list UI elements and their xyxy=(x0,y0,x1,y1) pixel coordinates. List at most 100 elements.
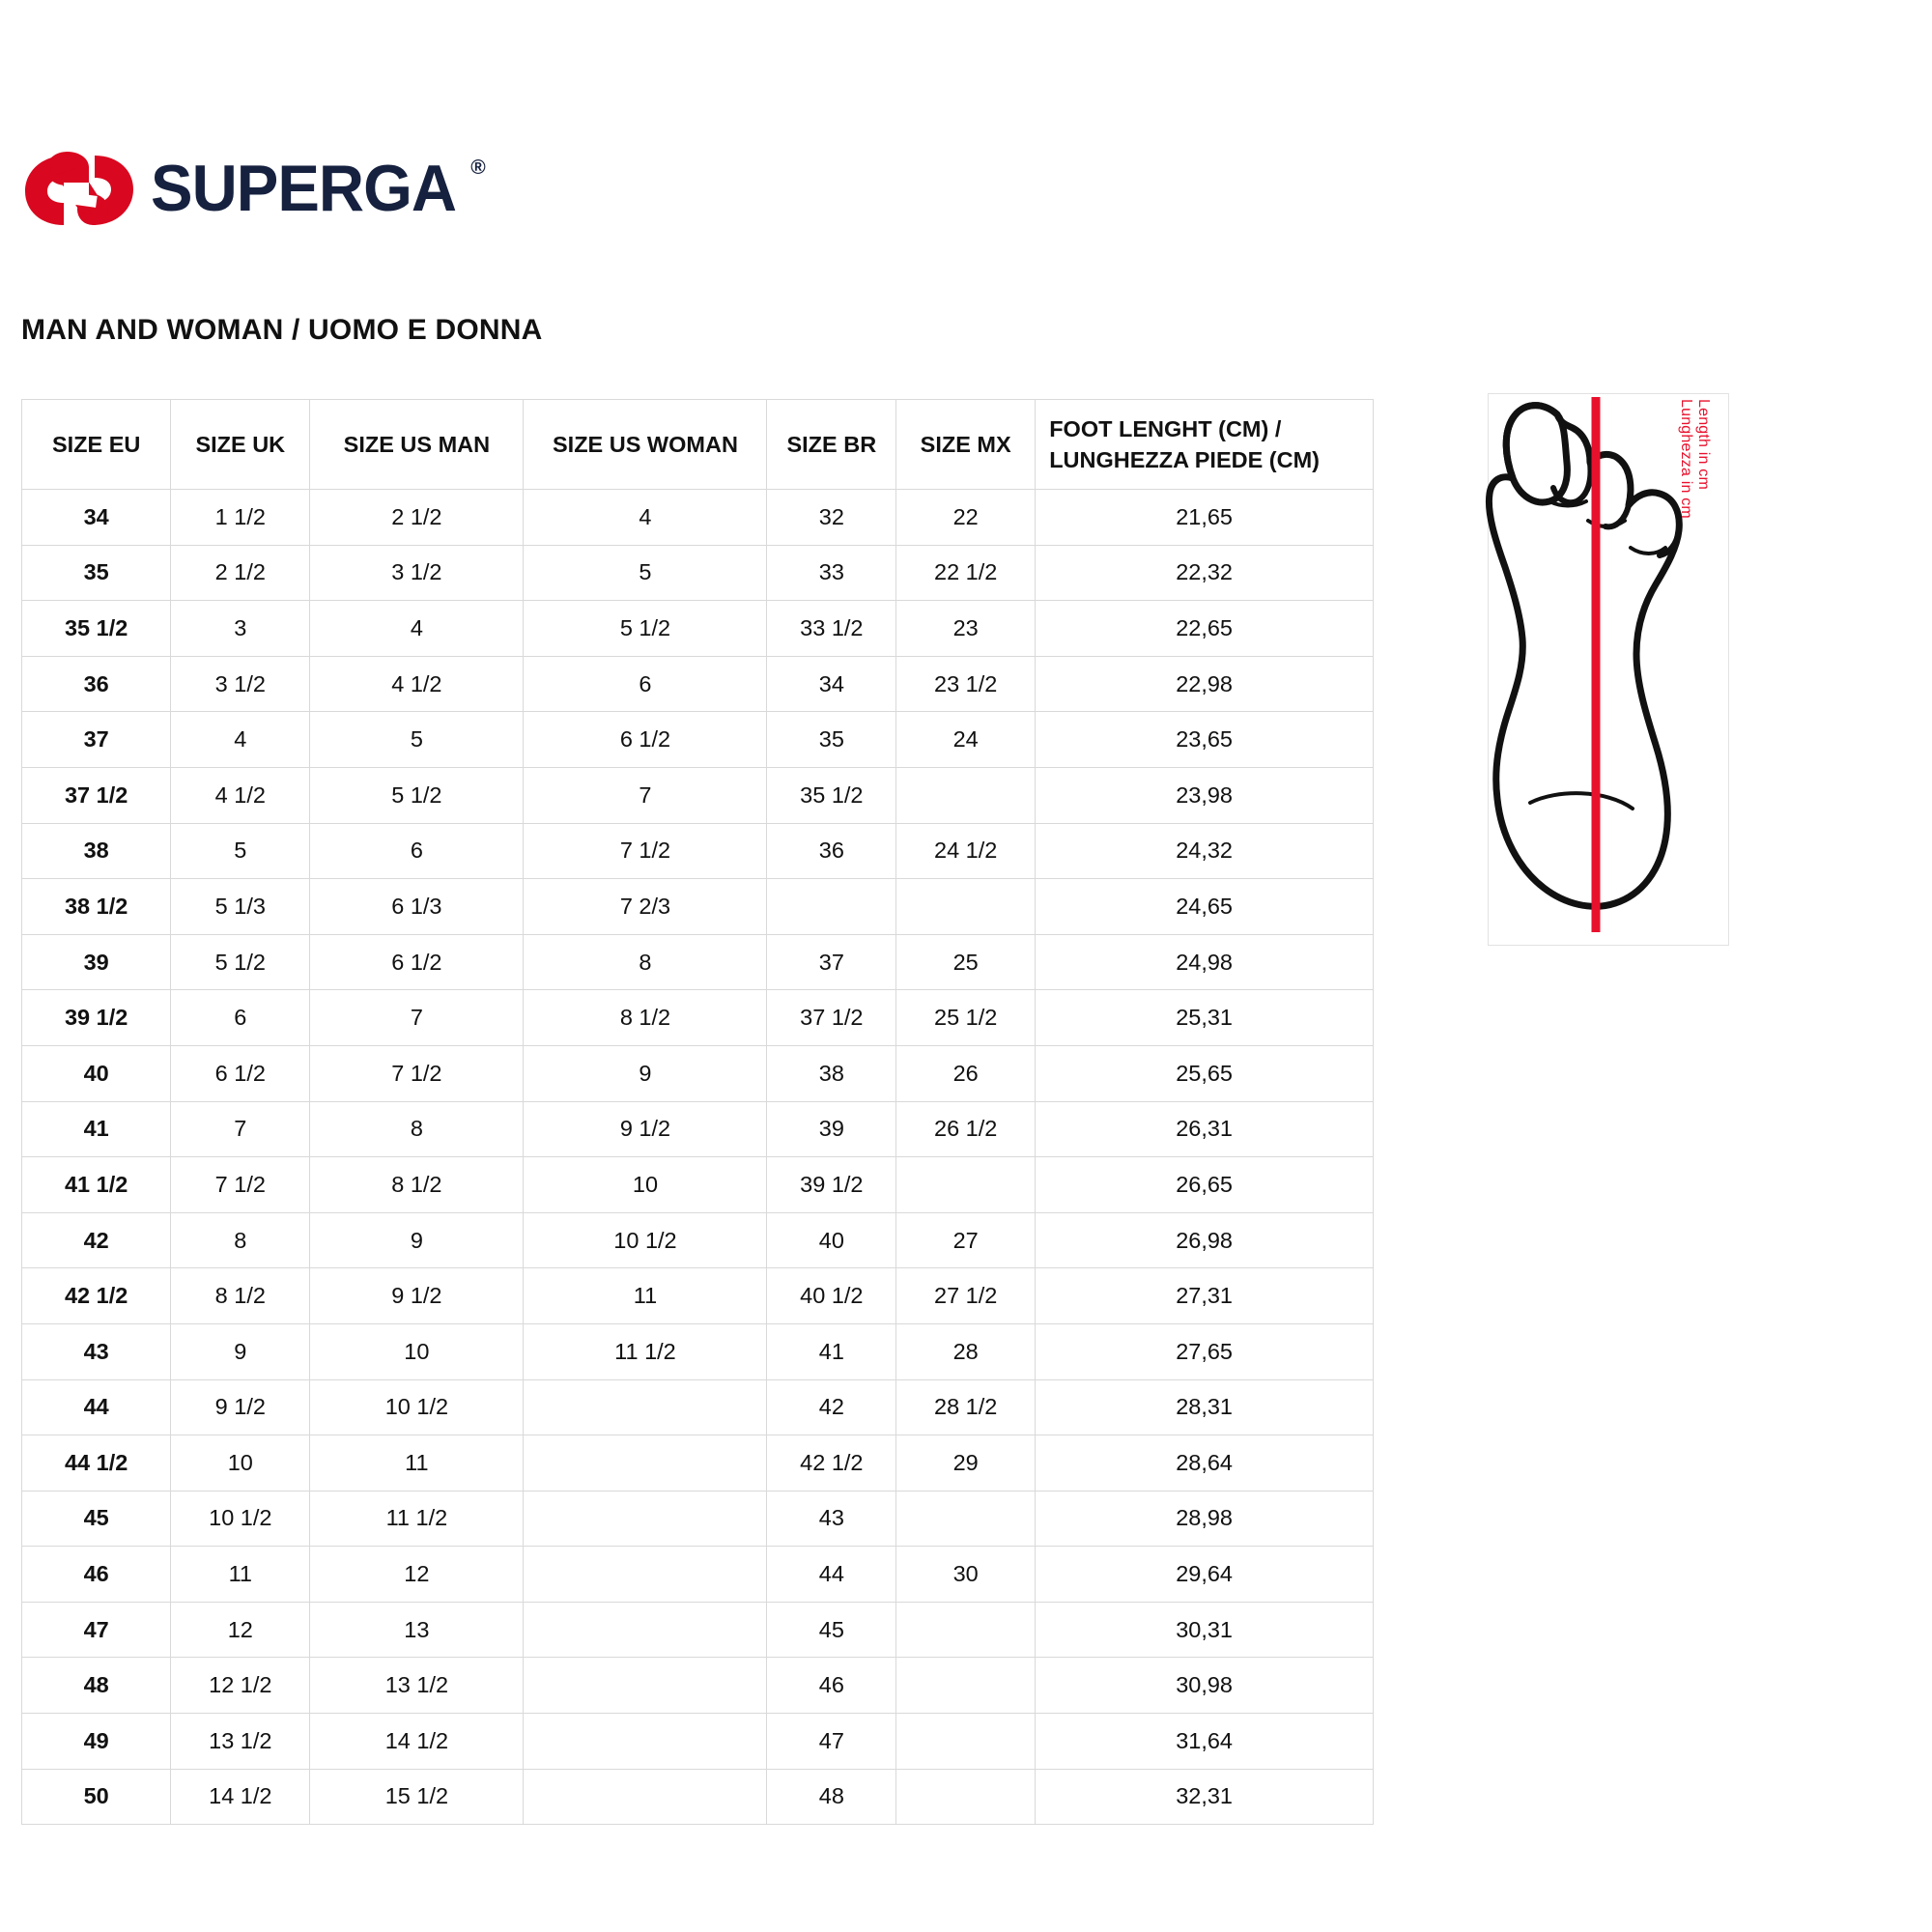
cell-us-woman xyxy=(523,1713,768,1770)
cell-br: 46 xyxy=(766,1657,897,1715)
cell-foot-length: 26,65 xyxy=(1035,1156,1374,1213)
cell-uk: 9 1/2 xyxy=(170,1378,311,1436)
column-header-size-eu: SIZE EU xyxy=(20,399,172,490)
cell-us-woman: 5 1/2 xyxy=(523,600,768,657)
cell-mx xyxy=(895,1601,1037,1659)
cell-us-man: 11 1/2 xyxy=(309,1490,525,1548)
cell-mx: 23 1/2 xyxy=(895,655,1037,713)
cell-eu: 38 xyxy=(20,822,172,880)
cell-mx: 26 1/2 xyxy=(895,1100,1037,1158)
cell-us-man: 4 1/2 xyxy=(309,655,525,713)
cell-us-man: 13 xyxy=(309,1601,525,1659)
cell-foot-length: 22,32 xyxy=(1035,544,1374,602)
cell-br: 39 xyxy=(766,1100,897,1158)
cell-uk: 5 1/2 xyxy=(170,933,311,991)
cell-foot-length: 24,65 xyxy=(1035,878,1374,935)
registered-trademark-icon: ® xyxy=(470,156,486,179)
cell-foot-length: 24,32 xyxy=(1035,822,1374,880)
cell-mx: 22 1/2 xyxy=(895,544,1037,602)
cell-us-woman xyxy=(523,1546,768,1603)
cell-eu: 48 xyxy=(20,1657,172,1715)
superga-s-monogram-icon xyxy=(21,150,137,227)
cell-uk: 5 xyxy=(170,822,311,880)
cell-us-man: 3 1/2 xyxy=(309,544,525,602)
cell-eu: 38 1/2 xyxy=(20,878,172,935)
cell-br: 36 xyxy=(766,822,897,880)
cell-us-man: 7 xyxy=(309,989,525,1046)
cell-mx: 24 xyxy=(895,711,1037,768)
cell-br: 33 1/2 xyxy=(766,600,897,657)
cell-eu: 39 1/2 xyxy=(20,989,172,1046)
table-row: 37 1/2 4 1/2 5 1/2 7 35 1/2 23,98 xyxy=(20,766,1374,824)
table-row: 48 12 1/2 13 1/2 46 30,98 xyxy=(20,1657,1374,1715)
foot-sole-outline-icon xyxy=(1485,397,1683,932)
cell-eu: 35 xyxy=(20,544,172,602)
table-body: 34 1 1/2 2 1/2 4 32 22 21,65 35 2 1/2 3 1/2 5 33 22 … xyxy=(20,489,1374,1826)
cell-eu: 41 1/2 xyxy=(20,1156,172,1213)
cell-us-woman: 6 1/2 xyxy=(523,711,768,768)
cell-mx xyxy=(895,1768,1037,1826)
cell-uk: 2 1/2 xyxy=(170,544,311,602)
cell-mx: 23 xyxy=(895,600,1037,657)
cell-us-woman xyxy=(523,1768,768,1826)
cell-foot-length: 25,31 xyxy=(1035,989,1374,1046)
cell-br: 33 xyxy=(766,544,897,602)
cell-us-man: 13 1/2 xyxy=(309,1657,525,1715)
cell-foot-length: 28,98 xyxy=(1035,1490,1374,1548)
cell-us-man: 9 1/2 xyxy=(309,1267,525,1324)
cell-uk: 1 1/2 xyxy=(170,489,311,546)
cell-mx: 25 1/2 xyxy=(895,989,1037,1046)
cell-mx: 27 1/2 xyxy=(895,1267,1037,1324)
cell-us-man: 10 1/2 xyxy=(309,1378,525,1436)
label-length-it: Lunghezza in cm xyxy=(1678,399,1694,519)
cell-eu: 42 xyxy=(20,1211,172,1269)
cell-uk: 12 1/2 xyxy=(170,1657,311,1715)
table-row: 46 11 12 44 30 29,64 xyxy=(20,1546,1374,1603)
cell-mx xyxy=(895,1156,1037,1213)
cell-us-woman: 6 xyxy=(523,655,768,713)
cell-uk: 7 xyxy=(170,1100,311,1158)
table-row: 38 5 6 7 1/2 36 24 1/2 24,32 xyxy=(20,822,1374,880)
cell-us-woman xyxy=(523,1601,768,1659)
table-header-row: SIZE EU SIZE UK SIZE US MAN SIZE US WOMA… xyxy=(20,399,1374,490)
table-row: 41 1/2 7 1/2 8 1/2 10 39 1/2 26,65 xyxy=(20,1156,1374,1213)
cell-mx: 30 xyxy=(895,1546,1037,1603)
table-row: 40 6 1/2 7 1/2 9 38 26 25,65 xyxy=(20,1044,1374,1102)
cell-eu: 43 xyxy=(20,1322,172,1380)
cell-br: 44 xyxy=(766,1546,897,1603)
cell-br: 47 xyxy=(766,1713,897,1770)
column-header-size-us-man: SIZE US MAN xyxy=(309,399,525,490)
cell-br: 35 1/2 xyxy=(766,766,897,824)
cell-us-man: 5 1/2 xyxy=(309,766,525,824)
cell-eu: 39 xyxy=(20,933,172,991)
cell-eu: 42 1/2 xyxy=(20,1267,172,1324)
cell-foot-length: 27,65 xyxy=(1035,1322,1374,1380)
table-row: 41 7 8 9 1/2 39 26 1/2 26,31 xyxy=(20,1100,1374,1158)
cell-foot-length: 25,65 xyxy=(1035,1044,1374,1102)
cell-eu: 44 xyxy=(20,1378,172,1436)
table-row: 50 14 1/2 15 1/2 48 32,31 xyxy=(20,1768,1374,1826)
cell-foot-length: 26,31 xyxy=(1035,1100,1374,1158)
cell-uk: 8 xyxy=(170,1211,311,1269)
cell-us-woman: 4 xyxy=(523,489,768,546)
cell-us-man: 8 xyxy=(309,1100,525,1158)
cell-us-man: 14 1/2 xyxy=(309,1713,525,1770)
cell-us-man: 6 1/2 xyxy=(309,933,525,991)
cell-eu: 41 xyxy=(20,1100,172,1158)
cell-foot-length: 28,64 xyxy=(1035,1435,1374,1492)
cell-us-woman: 11 1/2 xyxy=(523,1322,768,1380)
cell-mx: 27 xyxy=(895,1211,1037,1269)
cell-br: 38 xyxy=(766,1044,897,1102)
cell-foot-length: 30,31 xyxy=(1035,1601,1374,1659)
cell-us-man: 10 xyxy=(309,1322,525,1380)
cell-us-man: 15 1/2 xyxy=(309,1768,525,1826)
cell-mx: 29 xyxy=(895,1435,1037,1492)
cell-us-woman: 8 1/2 xyxy=(523,989,768,1046)
table-row: 39 1/2 6 7 8 1/2 37 1/2 25 1/2 25,31 xyxy=(20,989,1374,1046)
table-row: 34 1 1/2 2 1/2 4 32 22 21,65 xyxy=(20,489,1374,546)
cell-uk: 5 1/3 xyxy=(170,878,311,935)
table-row: 49 13 1/2 14 1/2 47 31,64 xyxy=(20,1713,1374,1770)
cell-eu: 35 1/2 xyxy=(20,600,172,657)
table-row: 35 2 1/2 3 1/2 5 33 22 1/2 22,32 xyxy=(20,544,1374,602)
table-row: 43 9 10 11 1/2 41 28 27,65 xyxy=(20,1322,1374,1380)
